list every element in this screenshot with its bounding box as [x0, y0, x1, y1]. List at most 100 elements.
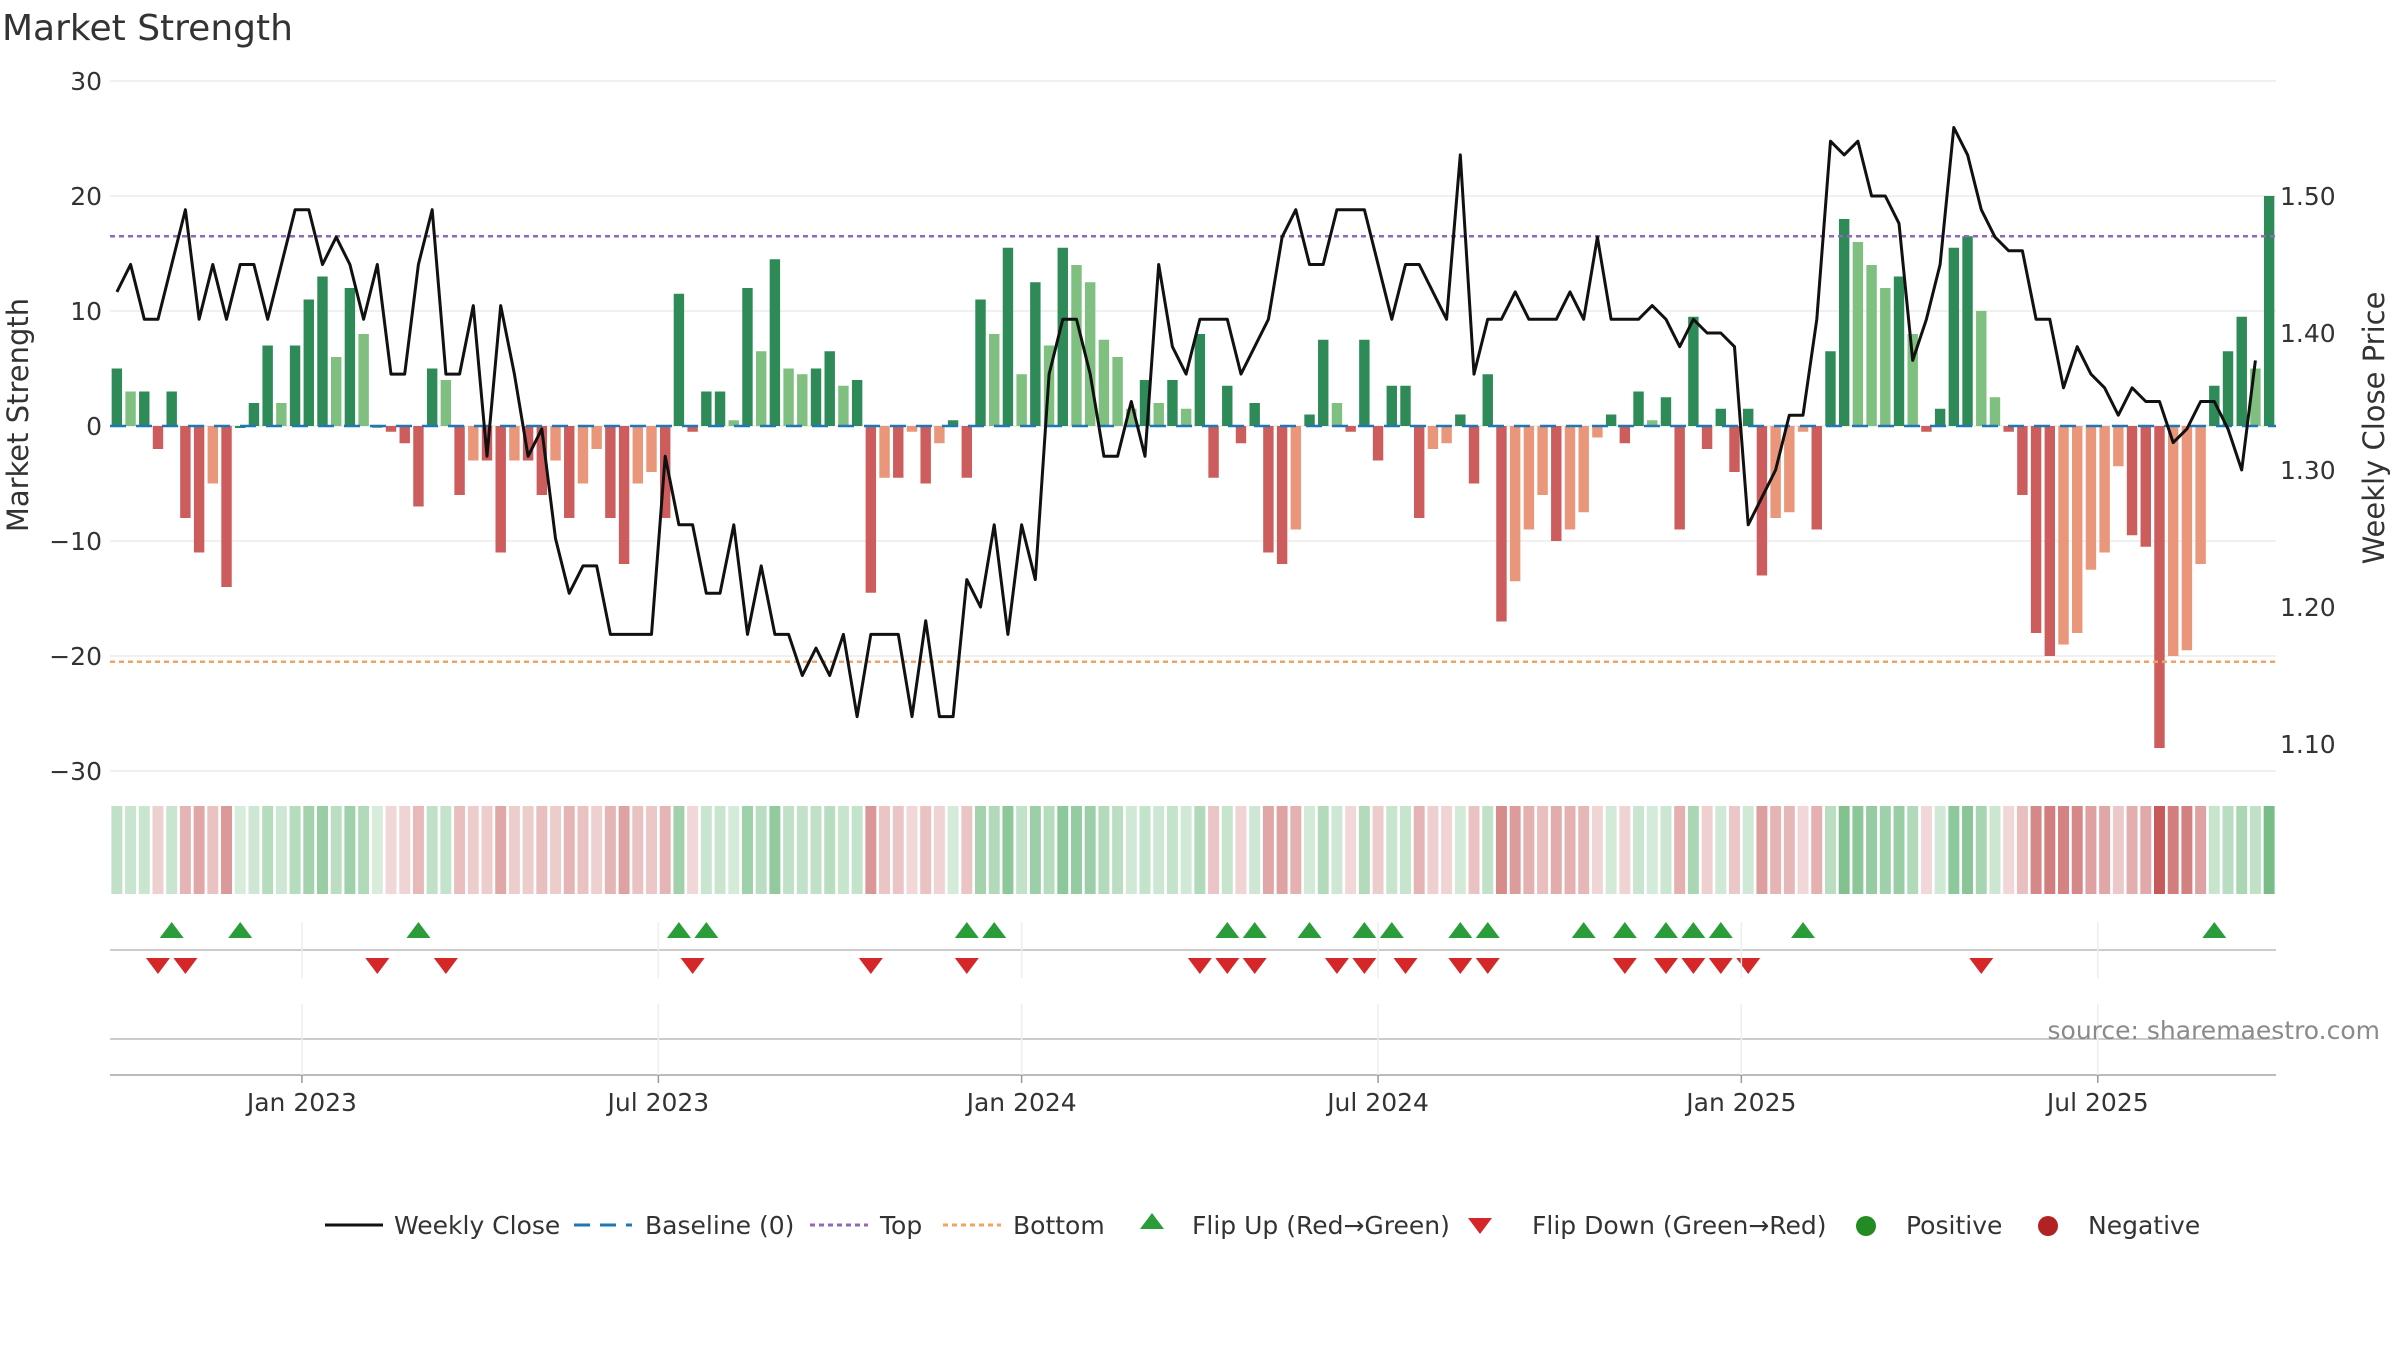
flip-up-marker [1215, 922, 1240, 938]
chart-title: Market Strength [2, 8, 293, 49]
strength-bar [838, 385, 849, 426]
strength-bar [1002, 247, 1014, 426]
heat-cell [221, 806, 233, 894]
heat-cell [673, 806, 685, 894]
strength-bar [536, 426, 548, 495]
heat-cell [577, 806, 589, 894]
strength-bar [2085, 426, 2097, 570]
strength-bar [1112, 357, 1123, 426]
strength-bar [1592, 426, 1603, 438]
strength-bar [632, 426, 644, 484]
svg-text:Flip Up (Red→Green): Flip Up (Red→Green) [1192, 1211, 1450, 1240]
strength-bar [1934, 408, 1946, 426]
svg-text:Baseline (0): Baseline (0) [645, 1211, 794, 1240]
strength-bar [769, 259, 781, 426]
strength-bar [2154, 426, 2165, 748]
flip-up-marker [159, 922, 184, 938]
strength-bar [344, 288, 356, 426]
flip-up-marker [2202, 922, 2227, 938]
flip-up-marker [1653, 922, 1678, 938]
flip-up-marker [1571, 922, 1596, 938]
heat-cell [1770, 806, 1782, 894]
strength-bar [248, 403, 260, 426]
heat-cell [550, 806, 562, 894]
heat-cell [1482, 806, 1494, 894]
svg-text:Weekly Close: Weekly Close [394, 1211, 560, 1240]
heat-cell [399, 806, 411, 894]
heat-cell [1989, 806, 2001, 894]
x-tick-label: Jan 2025 [1684, 1088, 1796, 1117]
strength-bar [1222, 385, 1233, 426]
strength-bar [755, 351, 767, 426]
heat-cell [1070, 806, 1082, 894]
heat-cell [1084, 806, 1096, 894]
heat-cell [1660, 806, 1672, 894]
strength-bar [1084, 282, 1096, 426]
strength-bar [2044, 426, 2056, 656]
strength-bar [2126, 426, 2138, 536]
heat-cell [1468, 806, 1480, 894]
flip-down-marker [1215, 958, 1240, 974]
strength-bar [125, 391, 136, 426]
strength-bar [824, 351, 835, 426]
strength-bar [1537, 426, 1548, 495]
strength-bar [426, 368, 438, 426]
heat-cell [2085, 806, 2097, 894]
strength-bar [1893, 276, 1905, 426]
heat-cell [344, 806, 356, 894]
strength-bar [1482, 374, 1493, 426]
heat-cell [2030, 806, 2042, 894]
legend: Weekly Close Baseline (0) Top Bottom Fli… [325, 1211, 2200, 1240]
heat-cell [796, 806, 808, 894]
strength-bars [111, 196, 2275, 748]
strength-bar [1674, 426, 1685, 530]
strength-bar [1729, 426, 1740, 472]
strength-bar [1194, 334, 1206, 426]
heat-cell [1550, 806, 1562, 894]
heat-cell [659, 806, 671, 894]
heat-cell [1194, 806, 1206, 894]
strength-bar [139, 391, 150, 426]
strength-bar [646, 426, 657, 472]
heat-cell [1934, 806, 1946, 894]
flip-down-marker [1681, 958, 1706, 974]
strength-bar [1838, 219, 1850, 426]
flip-down-marker [858, 958, 883, 974]
heat-cell [234, 806, 246, 894]
strength-bar [1413, 426, 1425, 518]
heat-cell [454, 806, 466, 894]
heat-cell [2058, 806, 2069, 894]
strength-bar [728, 420, 739, 426]
heat-cell [1427, 806, 1439, 894]
heat-cell [1701, 806, 1713, 894]
heat-cell [1509, 806, 1521, 894]
heat-cell [2140, 806, 2152, 894]
strength-bar [1797, 426, 1809, 432]
x-tick-label: Jan 2024 [965, 1088, 1077, 1117]
strength-bar [550, 426, 561, 461]
heat-cell [467, 806, 479, 894]
heat-cell [1797, 806, 1809, 894]
strength-bar [810, 368, 822, 426]
y2-axis-label: Weekly Close Price [2357, 292, 2391, 565]
flip-down-marker [145, 958, 170, 974]
heat-cell [1975, 806, 1987, 894]
heat-cell [769, 806, 781, 894]
heat-cell [1578, 806, 1590, 894]
strength-bar [1235, 426, 1247, 444]
heat-cell [2099, 806, 2111, 894]
strength-bar [2236, 316, 2247, 426]
strength-bar [605, 426, 616, 518]
heat-cell [522, 806, 534, 894]
y-axis-ticks: 30 20 10 0 −10 −20 −30 [49, 67, 102, 786]
strength-bar [1715, 408, 1727, 426]
strength-bar [1647, 420, 1658, 426]
strength-bar [180, 426, 191, 518]
heat-cell [2044, 806, 2056, 894]
heat-cell [2167, 806, 2179, 894]
strength-bar [1852, 242, 1864, 426]
heat-cell [1304, 806, 1316, 894]
strength-bar [947, 420, 959, 426]
strength-bar [303, 299, 314, 426]
flip-down-marker [1393, 958, 1418, 974]
